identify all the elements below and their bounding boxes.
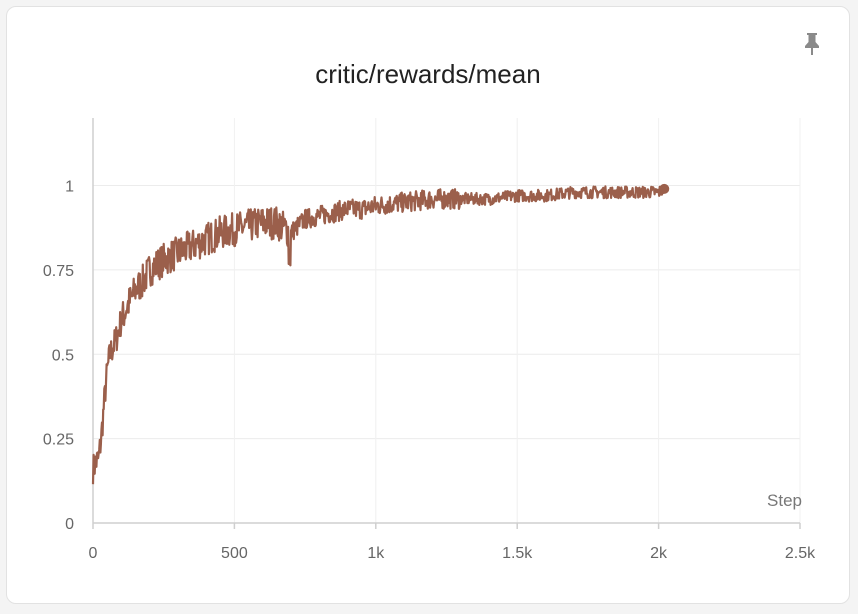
y-tick-label: 0	[65, 516, 74, 533]
x-ticks: 0 500 1k 1.5k 2k 2.5k	[89, 523, 816, 562]
y-tick-label: 0.25	[43, 432, 74, 449]
x-tick-label: 500	[221, 545, 248, 562]
x-tick-label: 2.5k	[785, 545, 816, 562]
pin-icon[interactable]	[801, 31, 823, 57]
x-tick-label: 0	[89, 545, 98, 562]
y-ticks: 0 0.25 0.5 0.75 1	[43, 179, 74, 534]
y-tick-label: 0.75	[43, 263, 74, 280]
y-tick-label: 0.5	[52, 347, 74, 364]
y-tick-label: 1	[65, 179, 74, 196]
grid-lines	[93, 118, 801, 523]
chart-panel: critic/rewards/mean	[6, 6, 850, 604]
series-group	[91, 183, 670, 485]
x-tick-label: 1k	[367, 545, 385, 562]
x-tick-label: 2k	[650, 545, 668, 562]
chart-title: critic/rewards/mean	[315, 59, 541, 89]
series-end-point[interactable]	[659, 183, 670, 194]
series-line	[91, 184, 666, 485]
axes	[92, 118, 800, 524]
x-axis-label: Step	[767, 491, 802, 510]
x-tick-label: 1.5k	[502, 545, 533, 562]
